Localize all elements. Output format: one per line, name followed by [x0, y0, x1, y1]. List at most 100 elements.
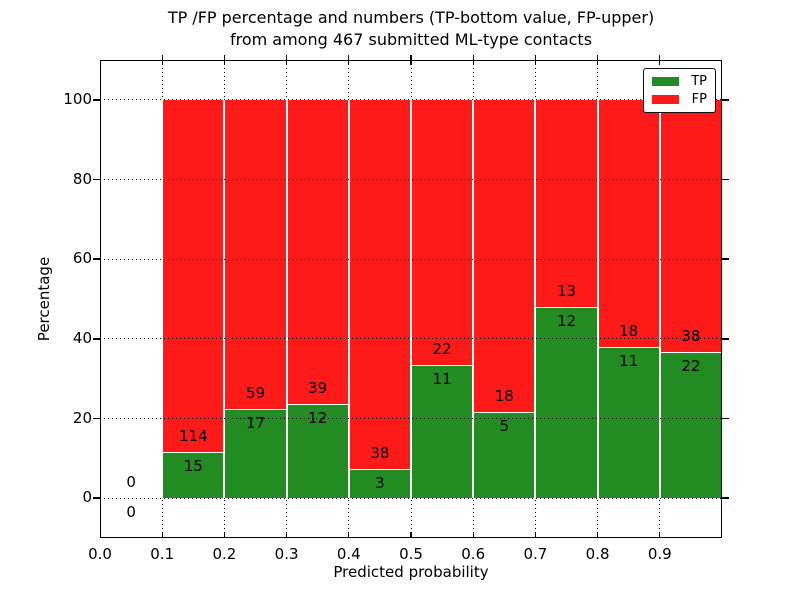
x-axis-label: Predicted probability [333, 563, 489, 581]
y-tick-mark [93, 338, 100, 340]
x-tick-label: 0.5 [399, 545, 423, 563]
bar-tp-count: 5 [499, 416, 510, 435]
bar-fp-segment [597, 99, 660, 348]
bar-fp-segment [224, 99, 287, 410]
y-tick-mark-right [722, 417, 729, 420]
y-tick-mark-right [722, 497, 729, 499]
bar-fp-count: 59 [245, 384, 266, 403]
x-tick-mark-top [223, 55, 226, 65]
x-tick-mark-top [285, 55, 288, 65]
bar-fp-segment [473, 99, 536, 412]
bar-tp-count: 22 [681, 357, 701, 376]
y-tick-mark-right [722, 258, 729, 260]
bar-fp-segment [162, 99, 225, 452]
bar-fp-count: 18 [494, 386, 514, 405]
bar-fp-count: 39 [308, 379, 328, 398]
x-tick-mark-top [410, 55, 412, 65]
x-tick-mark [161, 532, 163, 538]
bar-fp-count: 18 [619, 322, 639, 341]
bar-tp-count: 0 [126, 503, 136, 522]
legend-swatch-fp [652, 95, 679, 104]
bar-tp-segment [597, 347, 660, 499]
chart-title: TP /FP percentage and numbers (TP-bottom… [167, 8, 655, 27]
x-tick-label: 0.2 [212, 545, 237, 563]
bar-tp-count: 3 [375, 474, 385, 492]
chart-subtitle: from among 467 submitted ML-type contact… [229, 30, 593, 49]
y-tick-mark [93, 417, 100, 420]
bar-tp-segment [411, 365, 474, 499]
h-gridline [100, 497, 722, 499]
bar-tp-segment [473, 411, 536, 499]
bar-tp-segment [659, 352, 722, 499]
x-tick-label: 0.7 [523, 545, 548, 563]
y-tick-mark-right [722, 99, 729, 101]
bar-fp-count: 0 [126, 473, 136, 492]
bar-tp-segment [535, 306, 598, 499]
y-tick-label: 0 [82, 488, 92, 507]
bar-tp-segment [224, 409, 287, 499]
bar-fp-count: 114 [178, 426, 208, 445]
x-tick-label: 0.1 [150, 545, 175, 563]
bar-fp-count: 13 [556, 281, 577, 300]
bar-fp-segment [286, 99, 349, 405]
bar-tp-count: 11 [432, 370, 452, 389]
legend-label-fp: FP [691, 92, 707, 107]
y-tick-label: 100 [63, 89, 92, 108]
h-gridline [100, 258, 722, 260]
legend-swatch-tp [652, 77, 679, 86]
h-gridline [100, 338, 722, 340]
x-tick-mark-top [472, 55, 474, 65]
bar-tp-count: 12 [556, 311, 577, 330]
bar-tp-count: 12 [308, 409, 328, 428]
x-tick-mark-top [534, 55, 537, 65]
bar-tp-segment [348, 469, 411, 499]
y-tick-label: 20 [72, 408, 92, 427]
x-tick-mark [348, 532, 350, 538]
y-tick-mark [93, 497, 100, 499]
bar-fp-count: 38 [681, 327, 701, 346]
x-tick-mark [223, 532, 226, 538]
x-tick-mark-top [659, 55, 661, 65]
y-tick-label: 80 [72, 169, 92, 188]
x-tick-mark [472, 532, 474, 538]
h-gridline [100, 179, 722, 180]
x-tick-label: 0.9 [647, 545, 672, 563]
y-tick-label: 40 [72, 328, 92, 347]
bar-fp-segment [659, 99, 722, 353]
y-tick-mark [93, 178, 100, 181]
y-tick-mark [93, 99, 100, 101]
legend-label-tp: TP [691, 74, 707, 89]
y-tick-mark-right [722, 338, 729, 340]
bar-tp-segment [162, 451, 225, 499]
y-tick-mark [93, 258, 100, 260]
x-tick-label: 0.4 [336, 545, 361, 563]
legend-entry-fp: FP [652, 92, 707, 107]
x-tick-mark [410, 532, 412, 538]
bar-fp-segment [348, 99, 411, 469]
x-tick-label: 0.3 [274, 545, 299, 563]
x-tick-mark [534, 532, 537, 538]
bar-fp-segment [535, 99, 598, 307]
h-gridline [100, 418, 722, 419]
bar-fp-count: 22 [432, 340, 452, 359]
x-tick-mark-top [161, 55, 163, 65]
x-tick-label: 0.6 [461, 545, 486, 563]
x-tick-mark-top [596, 55, 599, 65]
h-gridline [100, 99, 722, 101]
bar-tp-segment [286, 404, 349, 499]
bar-tp-count: 11 [619, 352, 639, 371]
bar-fp-segment [411, 99, 474, 366]
x-tick-label: 0.0 [88, 545, 112, 563]
y-tick-mark-right [722, 178, 729, 181]
legend-entry-tp: TP [652, 74, 707, 89]
bar-fp-count: 38 [370, 444, 390, 462]
bar-tp-count: 15 [183, 456, 203, 475]
y-tick-label: 60 [72, 249, 92, 268]
x-tick-mark [659, 532, 661, 538]
x-tick-label: 0.8 [585, 545, 610, 563]
x-tick-mark-top [348, 55, 350, 65]
x-tick-mark [285, 532, 288, 538]
bar-tp-count: 17 [245, 414, 266, 433]
legend: TP FP [643, 68, 716, 113]
